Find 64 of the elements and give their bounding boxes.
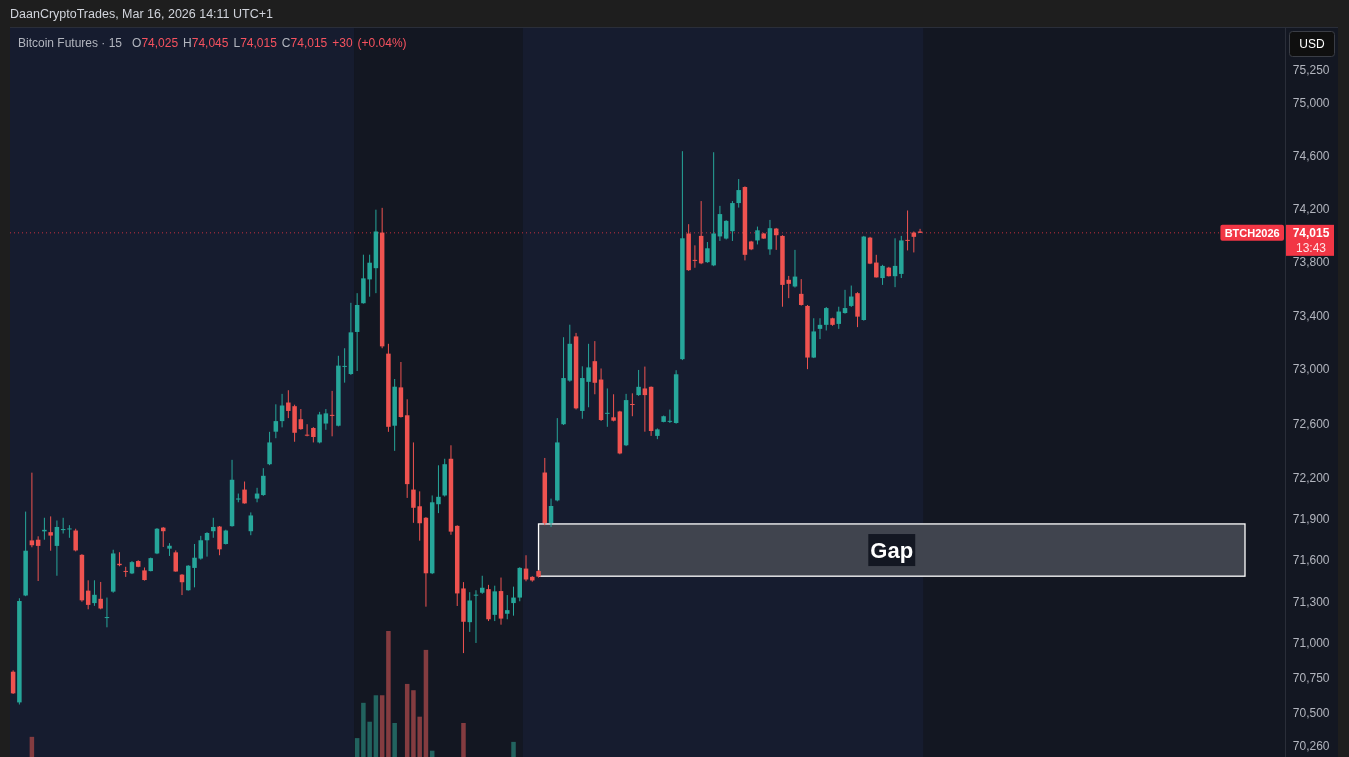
- candlestick: [874, 254, 879, 279]
- ref-line-label: BTCH2026: [1224, 226, 1280, 239]
- candlestick: [29, 472, 35, 548]
- text: O74,025 H74,045 L74,015 C74,015 +30 (+0.04%): [132, 36, 407, 50]
- candlestick: [905, 210, 910, 251]
- y-tick-label: 72,200: [1292, 470, 1330, 485]
- candlestick: [880, 264, 885, 286]
- candlestick: [479, 575, 485, 595]
- y-tick-label: 70,260: [1292, 739, 1330, 754]
- candlestick: [242, 481, 247, 505]
- candlestick: [511, 586, 516, 617]
- candlestick: [492, 585, 497, 622]
- candlestick: [98, 581, 103, 610]
- candlestick: [217, 525, 222, 556]
- y-tick-label: 70,750: [1292, 670, 1330, 685]
- candlestick: [267, 431, 272, 466]
- candlestick: [211, 517, 216, 539]
- bar: [461, 722, 466, 757]
- candlestick: [273, 403, 279, 439]
- candlestick: [842, 289, 848, 315]
- candlestick: [505, 594, 510, 620]
- candlestick: [67, 524, 72, 539]
- candlestick: [467, 591, 472, 633]
- y-tick-label: 73,000: [1292, 362, 1330, 377]
- candlestick: [323, 408, 329, 431]
- candlestick: [123, 566, 128, 578]
- annotation: 74,015: [1292, 226, 1330, 241]
- y-tick-label: 74,200: [1292, 201, 1330, 216]
- y-tick-label: 75,250: [1292, 63, 1330, 78]
- y-tick-label: 71,900: [1292, 511, 1330, 526]
- candlestick: [605, 387, 610, 428]
- candlestick: [48, 515, 53, 552]
- candlestick: [611, 393, 616, 422]
- y-tick-label: 73,400: [1292, 308, 1330, 323]
- text: DaanCryptoTrades, Mar 16, 2026 14:11 UTC+1: [10, 7, 274, 21]
- y-tick-label: 74,600: [1292, 148, 1330, 163]
- candlestick: [849, 285, 854, 308]
- candlestick: [248, 511, 254, 536]
- y-tick-label: 72,600: [1292, 416, 1330, 431]
- candlestick: [855, 291, 860, 328]
- bar: [386, 631, 391, 757]
- candlestick: [198, 535, 204, 561]
- candlestick: [592, 340, 598, 395]
- y-tick-label: 70,500: [1292, 705, 1330, 720]
- y-axis-title: USD: [1299, 37, 1325, 51]
- text: Bitcoin Futures · 15: [18, 36, 123, 50]
- bar: [392, 722, 397, 757]
- candlestick: [636, 369, 641, 397]
- candlestick: [824, 306, 829, 331]
- candlestick: [73, 528, 78, 552]
- band-label: Gap: [870, 538, 914, 564]
- y-tick-label: 75,000: [1292, 96, 1330, 111]
- y-tick-label: 71,600: [1292, 553, 1330, 568]
- y-tick-label: 71,000: [1292, 636, 1330, 651]
- candlestick: [92, 579, 97, 607]
- candlestick: [642, 366, 648, 433]
- candlestick: [630, 392, 635, 417]
- candlestick: [436, 464, 441, 514]
- y-tick-label: 71,300: [1292, 594, 1330, 609]
- bar: [511, 741, 516, 757]
- y-tick-label: 73,800: [1292, 255, 1330, 269]
- candlestick: [261, 467, 266, 497]
- annotation: 13:43: [1295, 241, 1327, 256]
- candlestick: [736, 178, 741, 209]
